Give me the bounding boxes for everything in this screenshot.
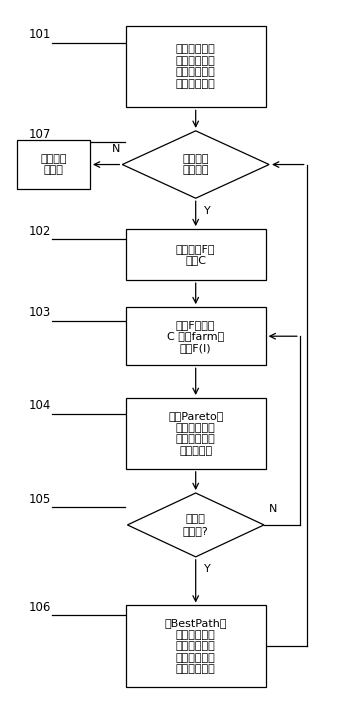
Text: 105: 105 bbox=[28, 493, 51, 506]
Text: 107: 107 bbox=[28, 127, 51, 141]
FancyBboxPatch shape bbox=[17, 140, 90, 189]
Text: 初始化：网络
规模、节点个
数；设置未搜
索代理源节点: 初始化：网络 规模、节点个 数；设置未搜 索代理源节点 bbox=[176, 44, 215, 89]
FancyBboxPatch shape bbox=[126, 26, 266, 107]
FancyBboxPatch shape bbox=[126, 307, 266, 365]
FancyBboxPatch shape bbox=[126, 229, 266, 280]
Text: N: N bbox=[269, 504, 278, 514]
Text: 104: 104 bbox=[28, 399, 51, 413]
Text: 101: 101 bbox=[28, 28, 51, 41]
Text: N: N bbox=[112, 144, 120, 154]
Polygon shape bbox=[122, 131, 269, 198]
Text: Y: Y bbox=[204, 564, 211, 574]
Text: 输出最优
路径集: 输出最优 路径集 bbox=[40, 154, 67, 175]
FancyBboxPatch shape bbox=[126, 606, 266, 687]
Text: Y: Y bbox=[204, 206, 211, 216]
Text: 106: 106 bbox=[28, 601, 51, 613]
Text: 103: 103 bbox=[28, 306, 51, 320]
Text: 生成父代F和
子代C: 生成父代F和 子代C bbox=[176, 244, 215, 265]
Text: 未搜索代
理源节点: 未搜索代 理源节点 bbox=[183, 154, 209, 175]
FancyBboxPatch shape bbox=[126, 398, 266, 469]
Text: 从BestPath中
选择该代理源
节点最优一条
路径，并标记
为已搜索节点: 从BestPath中 选择该代理源 节点最优一条 路径，并标记 为已搜索节点 bbox=[164, 618, 227, 674]
Text: 使用Pareto选
择最优个体复
制到下一代；
交叉、变异: 使用Pareto选 择最优个体复 制到下一代； 交叉、变异 bbox=[168, 411, 223, 455]
Polygon shape bbox=[127, 493, 264, 557]
Text: 超过迭
代次数?: 超过迭 代次数? bbox=[183, 514, 209, 536]
Text: 102: 102 bbox=[28, 225, 51, 237]
Text: 父代F与子代
C 合为farm适
应度F(I): 父代F与子代 C 合为farm适 应度F(I) bbox=[167, 320, 224, 352]
